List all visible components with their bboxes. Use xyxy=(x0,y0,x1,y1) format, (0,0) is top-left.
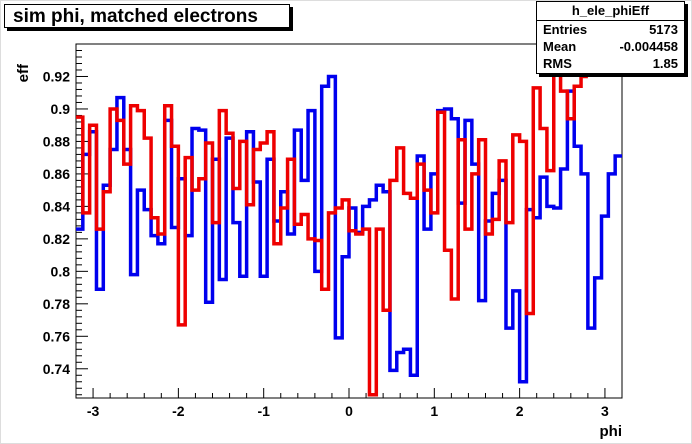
y-tick-label: 0.9 xyxy=(51,101,71,117)
x-axis: -3 -2 -1 0 1 2 3 xyxy=(75,388,623,419)
stats-label: Mean xyxy=(543,39,577,54)
stats-value: 1.85 xyxy=(652,56,678,71)
y-axis: 0.74 0.76 0.78 0.8 0.82 0.84 0.86 0.88 0.9 0.92 xyxy=(43,43,88,396)
series-layer xyxy=(76,68,622,397)
chart-title: sim phi, matched electrons xyxy=(4,4,290,28)
y-tick-label: 0.74 xyxy=(43,361,70,377)
x-axis-title: phi xyxy=(600,423,623,440)
y-tick-label: 0.92 xyxy=(43,68,70,84)
stats-label: RMS xyxy=(543,56,572,71)
stats-value: 5173 xyxy=(649,22,678,37)
stats-box: h_ele_phiEff Entries 5173 Mean -0.004458… xyxy=(536,1,685,74)
x-tick-label: -3 xyxy=(87,403,100,419)
y-axis-title: eff xyxy=(15,63,32,82)
y-tick-label: 0.88 xyxy=(43,133,70,149)
y-tick-label: 0.78 xyxy=(43,296,70,312)
y-tick-label: 0.86 xyxy=(43,166,70,182)
x-tick-label: 2 xyxy=(516,403,524,419)
x-tick-label: -1 xyxy=(257,403,270,419)
x-tick-label: 1 xyxy=(430,403,438,419)
y-tick-label: 0.84 xyxy=(43,198,70,214)
y-tick-label: 0.8 xyxy=(51,263,71,279)
stats-label: Entries xyxy=(543,22,588,37)
y-tick-label: 0.76 xyxy=(43,328,70,344)
stats-histogram-name: h_ele_phiEff xyxy=(537,2,684,21)
x-tick-label: 0 xyxy=(345,403,353,419)
x-tick-label: -2 xyxy=(172,403,185,419)
y-tick-label: 0.82 xyxy=(43,231,70,247)
x-tick-label: 3 xyxy=(601,403,609,419)
stats-row-rms: RMS 1.85 xyxy=(537,55,684,72)
stats-row-entries: Entries 5173 xyxy=(537,21,684,38)
series-line-2 xyxy=(76,68,588,397)
stats-row-mean: Mean -0.004458 xyxy=(537,38,684,55)
stats-value: -0.004458 xyxy=(619,39,678,54)
